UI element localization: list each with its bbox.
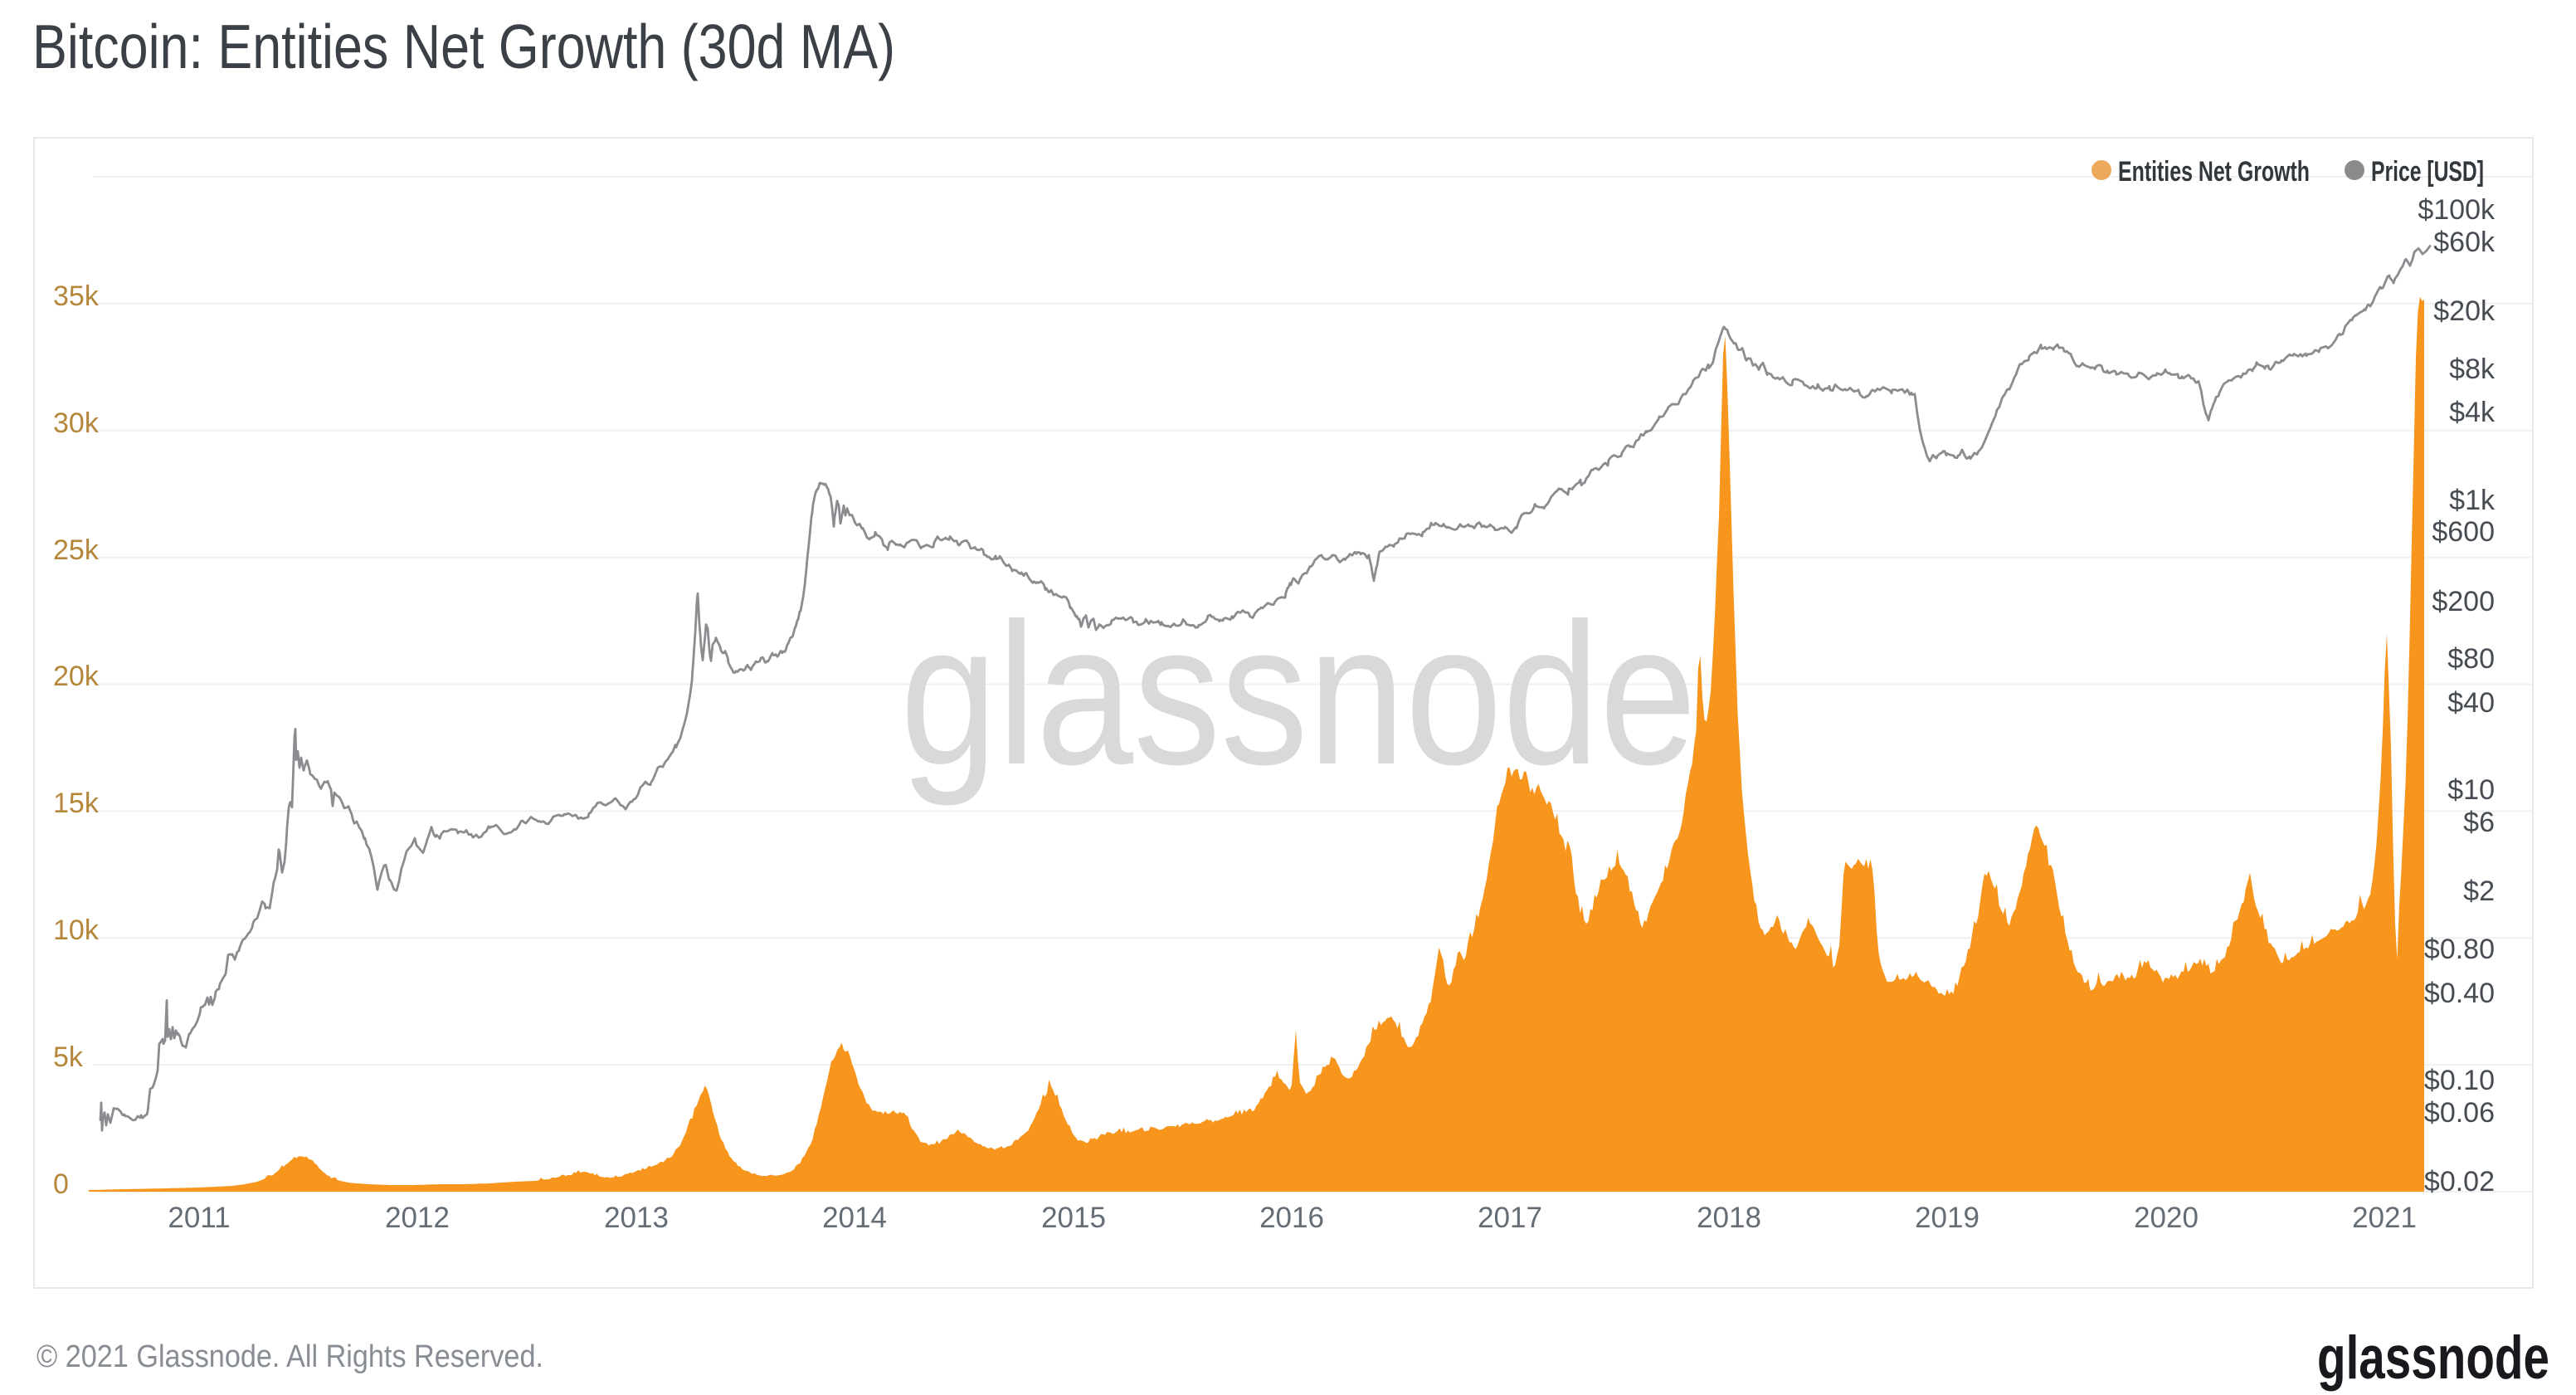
- svg-text:$10: $10: [2447, 774, 2495, 806]
- svg-text:$600: $600: [2432, 516, 2495, 548]
- svg-text:35k: 35k: [53, 280, 100, 312]
- svg-text:15k: 15k: [53, 788, 100, 819]
- svg-text:2011: 2011: [168, 1202, 230, 1234]
- svg-text:$60k: $60k: [2433, 227, 2496, 258]
- svg-text:Price [USD]: Price [USD]: [2371, 156, 2484, 188]
- svg-text:$0.02: $0.02: [2424, 1166, 2495, 1197]
- svg-text:2013: 2013: [604, 1202, 669, 1234]
- svg-text:$80: $80: [2447, 643, 2495, 675]
- svg-text:5k: 5k: [53, 1041, 84, 1073]
- svg-text:2017: 2017: [1478, 1202, 1542, 1234]
- svg-text:25k: 25k: [53, 534, 100, 566]
- svg-text:$0.40: $0.40: [2424, 978, 2495, 1009]
- svg-text:Bitcoin: Entities Net Growth (: Bitcoin: Entities Net Growth (30d MA): [32, 12, 895, 81]
- svg-text:glassnode: glassnode: [900, 582, 1697, 807]
- svg-text:$0.80: $0.80: [2424, 934, 2495, 965]
- svg-text:2016: 2016: [1259, 1202, 1324, 1234]
- svg-text:$0.10: $0.10: [2424, 1065, 2495, 1096]
- svg-text:$8k: $8k: [2449, 354, 2496, 385]
- svg-text:$200: $200: [2432, 586, 2495, 617]
- svg-text:$20k: $20k: [2433, 295, 2496, 327]
- svg-text:$100k: $100k: [2418, 194, 2496, 226]
- svg-text:10k: 10k: [53, 915, 100, 946]
- svg-text:$40: $40: [2447, 687, 2495, 719]
- svg-text:2020: 2020: [2134, 1202, 2199, 1234]
- svg-text:2015: 2015: [1041, 1202, 1106, 1234]
- svg-text:glassnode: glassnode: [2317, 1324, 2549, 1392]
- svg-text:2018: 2018: [1697, 1202, 1761, 1234]
- svg-text:$2: $2: [2463, 876, 2495, 907]
- svg-text:$4k: $4k: [2449, 397, 2496, 428]
- svg-text:2021: 2021: [2352, 1202, 2417, 1234]
- svg-text:2019: 2019: [1915, 1202, 1979, 1234]
- svg-text:$1k: $1k: [2449, 485, 2496, 516]
- svg-text:© 2021 Glassnode. All Rights R: © 2021 Glassnode. All Rights Reserved.: [37, 1339, 543, 1374]
- svg-text:$0.06: $0.06: [2424, 1097, 2495, 1129]
- svg-text:Entities Net Growth: Entities Net Growth: [2118, 156, 2310, 188]
- svg-text:0: 0: [53, 1168, 69, 1200]
- svg-text:2012: 2012: [385, 1202, 450, 1234]
- svg-text:30k: 30k: [53, 407, 100, 439]
- svg-text:2014: 2014: [822, 1202, 887, 1234]
- svg-text:$6: $6: [2463, 807, 2495, 838]
- svg-text:20k: 20k: [53, 661, 100, 692]
